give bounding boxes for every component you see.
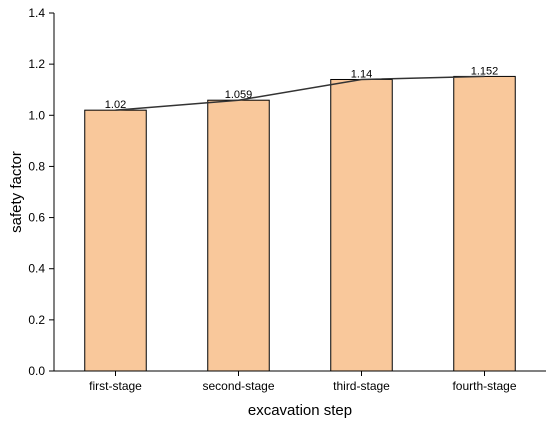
- x-tick-label: second-stage: [202, 379, 274, 393]
- y-tick-label: 0.0: [28, 364, 45, 378]
- x-axis-ticks: first-stage second-stage third-stage fourth…: [89, 371, 517, 393]
- x-tick-label: third-stage: [333, 379, 390, 393]
- data-labels: 1.02 1.059 1.14 1.152: [105, 65, 498, 111]
- data-label: 1.059: [225, 89, 253, 101]
- bar: [207, 99, 270, 372]
- x-tick-label: fourth-stage: [452, 379, 516, 393]
- y-axis-title: safety factor: [8, 151, 25, 233]
- bars: [84, 75, 516, 372]
- data-label: 1.152: [471, 65, 499, 77]
- bar: [453, 75, 516, 372]
- y-tick-label: 0.4: [28, 262, 45, 276]
- trend-line: [115, 75, 485, 111]
- y-tick-label: 0.8: [28, 159, 45, 173]
- y-tick-label: 1.2: [28, 57, 45, 71]
- bar: [84, 109, 147, 372]
- data-label: 1.02: [105, 99, 126, 111]
- data-label: 1.14: [351, 68, 372, 80]
- y-axis-ticks: 0.0 0.2 0.4 0.6 0.8 1.0 1.2 1.4: [28, 6, 54, 378]
- y-tick-label: 1.0: [28, 108, 45, 122]
- y-tick-label: 0.2: [28, 313, 45, 327]
- y-tick-label: 0.6: [28, 211, 45, 225]
- x-axis-title: excavation step: [248, 402, 352, 419]
- bar: [330, 78, 393, 372]
- x-tick-label: first-stage: [89, 379, 142, 393]
- trend-line-group: [115, 75, 485, 111]
- y-tick-label: 1.4: [28, 6, 45, 20]
